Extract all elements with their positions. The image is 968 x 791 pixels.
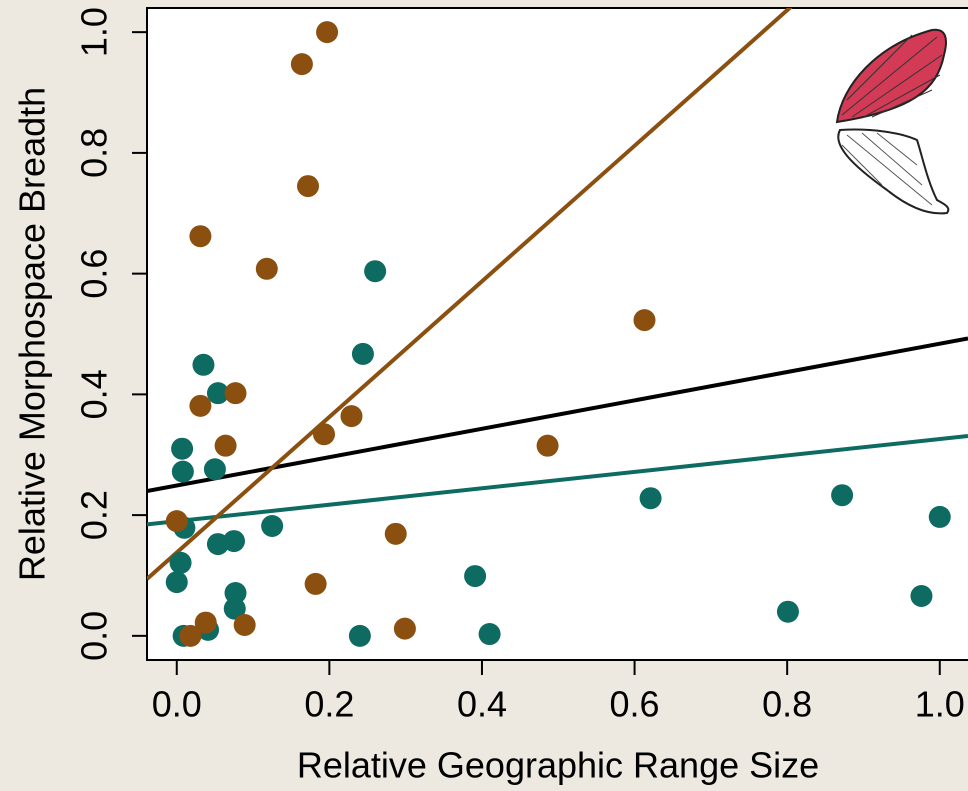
points: [165, 21, 951, 647]
point: [304, 572, 327, 595]
point: [192, 353, 215, 376]
point: [214, 434, 237, 457]
point: [189, 225, 212, 248]
point: [340, 405, 363, 428]
x-axis-title: Relative Geographic Range Size: [297, 745, 819, 786]
point: [639, 487, 662, 510]
y-tick-label: 1.0: [74, 7, 115, 57]
point: [189, 394, 212, 417]
x-tick-label: 0.6: [610, 684, 660, 725]
point: [384, 522, 407, 545]
point: [194, 611, 217, 634]
point: [393, 617, 416, 640]
point: [776, 600, 799, 623]
point: [165, 510, 188, 533]
point: [536, 434, 559, 457]
y-tick-label: 0.4: [74, 369, 115, 419]
point: [203, 458, 226, 481]
fit-line: [147, 8, 793, 581]
butterfly-icon: [835, 28, 950, 215]
y-tick-label: 0.6: [74, 249, 115, 299]
fit-line: [147, 434, 968, 527]
point: [296, 175, 319, 198]
x-tick-label: 0.4: [457, 684, 507, 725]
point: [179, 624, 202, 647]
point: [255, 257, 278, 280]
point: [169, 551, 192, 574]
point: [206, 382, 229, 405]
point: [351, 342, 374, 365]
point: [223, 597, 246, 620]
point: [910, 585, 933, 608]
point: [928, 505, 951, 528]
point: [261, 514, 284, 537]
point: [290, 53, 313, 76]
point: [222, 530, 245, 553]
x-tick-label: 1.0: [915, 684, 965, 725]
point: [831, 484, 854, 507]
y-axis-title: Relative Morphospace Breadth: [12, 87, 53, 581]
plot-area: [146, 7, 968, 661]
x-tick-label: 0.2: [304, 684, 354, 725]
point: [633, 309, 656, 332]
y-tick-label: 0.0: [74, 611, 115, 661]
point: [171, 460, 194, 483]
point: [478, 623, 501, 646]
point: [316, 21, 339, 44]
point: [464, 565, 487, 588]
point: [171, 437, 194, 460]
point: [224, 382, 247, 405]
point: [348, 624, 371, 647]
point: [233, 613, 256, 636]
fit-line: [147, 336, 968, 494]
fit-lines: [147, 8, 968, 581]
x-tick-label: 0.0: [152, 684, 202, 725]
point: [165, 571, 188, 594]
y-tick-label: 0.8: [74, 128, 115, 178]
point: [313, 423, 336, 446]
x-tick-label: 0.8: [762, 684, 812, 725]
point: [364, 260, 387, 283]
point: [224, 581, 247, 604]
y-tick-label: 0.2: [74, 490, 115, 540]
